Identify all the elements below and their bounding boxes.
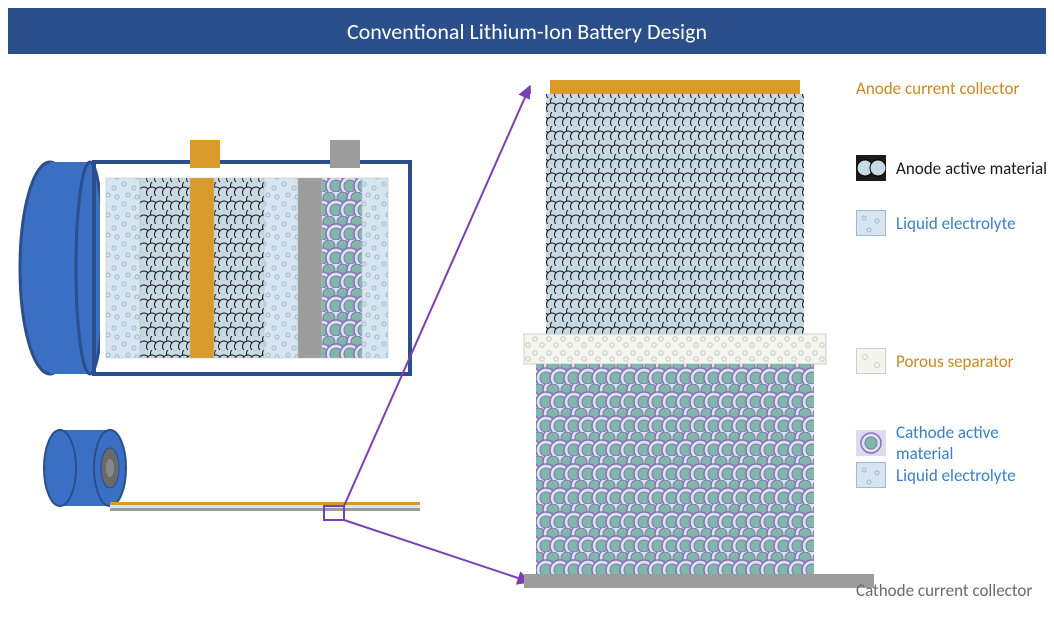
swatch-electrolyte	[856, 210, 886, 236]
jelly-roll	[44, 430, 420, 511]
legend-electrolyte-cathode: Liquid electrolyte	[856, 462, 1016, 488]
swatch-electrolyte-c	[856, 462, 886, 488]
swatch-anode-active	[856, 155, 886, 181]
legend-cathode-active: Cathode active material	[856, 422, 1054, 464]
legend-electrolyte-anode: Liquid electrolyte	[856, 210, 1016, 236]
detail-panel	[524, 80, 874, 588]
legend-anode-collector: Anode current collector	[856, 78, 1019, 99]
swatch-separator	[856, 348, 886, 374]
cell-cross-section	[20, 140, 410, 374]
swatch-cathode-active	[856, 430, 886, 456]
legend-separator: Porous separator	[856, 348, 1014, 374]
legend-anode-active: Anode active material	[856, 155, 1047, 181]
legend-cathode-collector: Cathode current collector	[856, 580, 1032, 601]
